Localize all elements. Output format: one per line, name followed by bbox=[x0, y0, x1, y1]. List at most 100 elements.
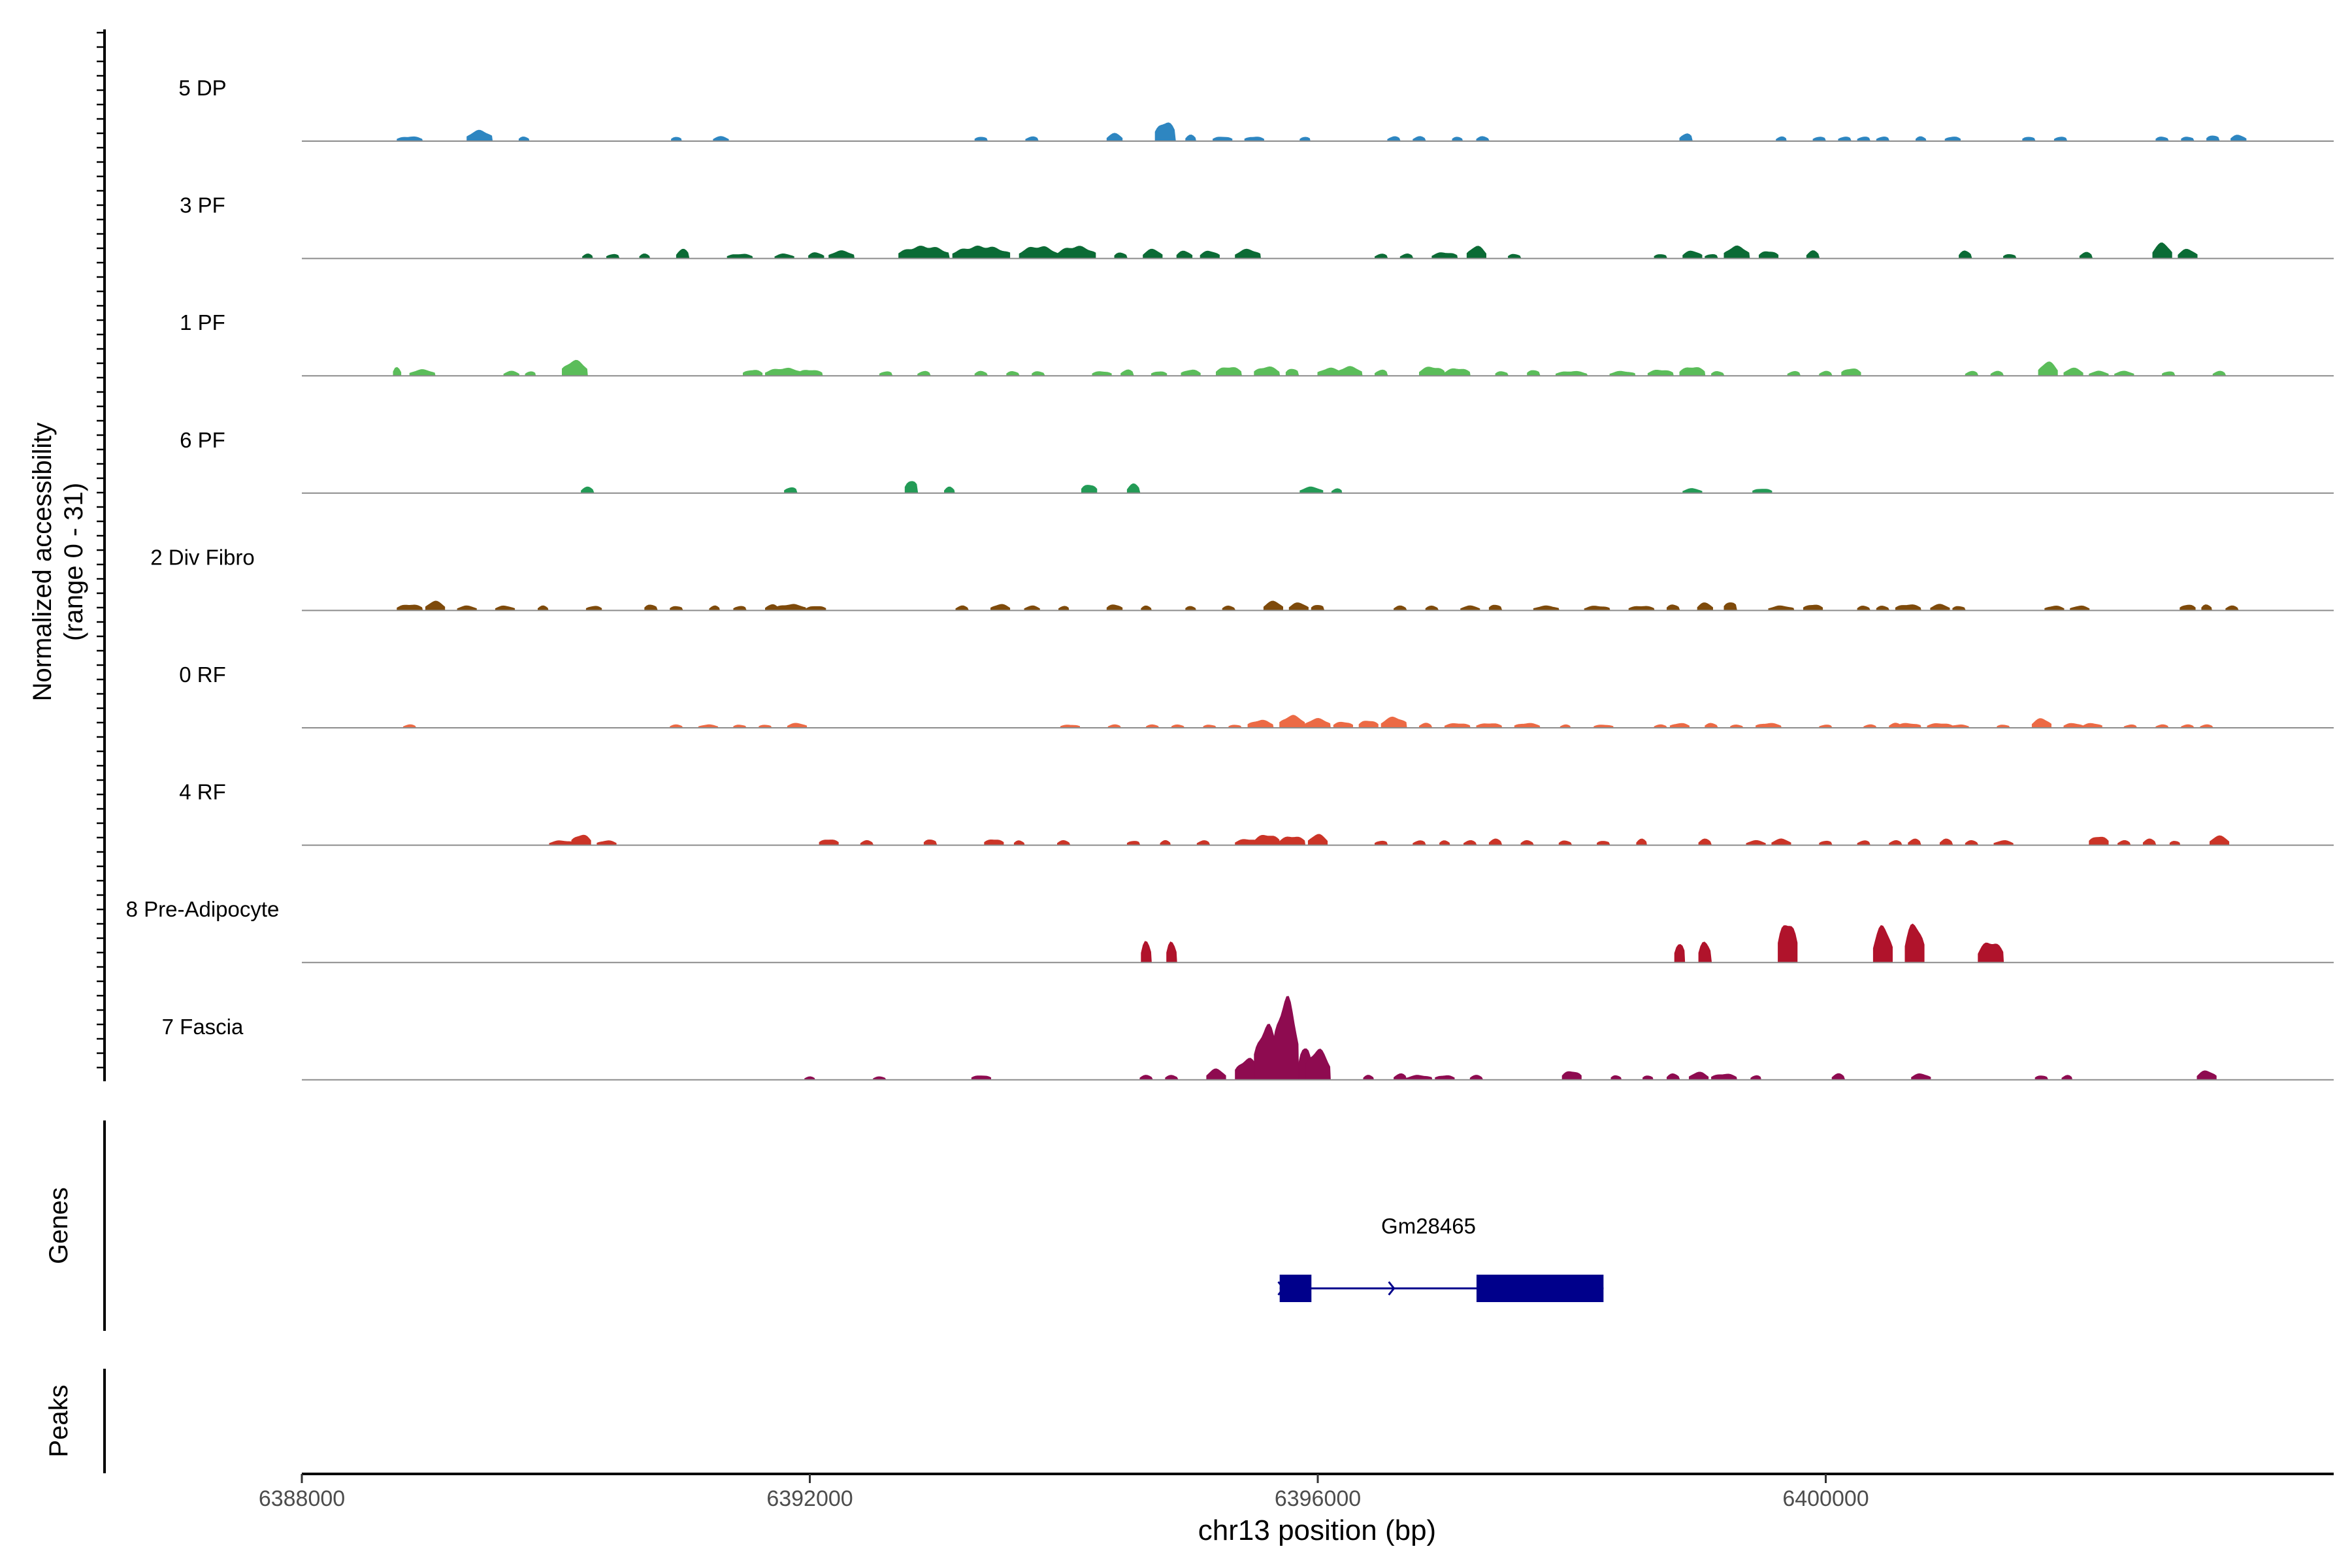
coverage-peak bbox=[1488, 838, 1503, 846]
coverage-peak bbox=[1558, 840, 1573, 846]
coverage-peak bbox=[1439, 840, 1450, 846]
coverage-peak bbox=[2031, 718, 2051, 728]
track-label: 4 RF bbox=[179, 780, 226, 804]
coverage-peak bbox=[1838, 137, 1852, 142]
coverage-peak bbox=[1263, 600, 1283, 611]
coverage-peak bbox=[503, 370, 519, 376]
coverage-peak bbox=[1647, 370, 1674, 376]
coverage-peak bbox=[1768, 605, 1795, 611]
coverage-peak bbox=[1831, 1073, 1846, 1081]
coverage-peak bbox=[1057, 246, 1096, 259]
coverage-peak bbox=[828, 250, 855, 259]
x-axis: 6388000 6392000 6396000 6400000 chr13 posit… bbox=[259, 1473, 2334, 1546]
coverage-peak bbox=[784, 487, 798, 494]
coverage-peak bbox=[1689, 1071, 1709, 1081]
coverage-peak bbox=[1705, 723, 1719, 728]
coverage-peak bbox=[549, 840, 576, 846]
track-5-dp: 5 DP bbox=[178, 76, 2334, 142]
peaks-panel-label: Peaks bbox=[44, 1384, 73, 1457]
coverage-peak bbox=[2089, 836, 2109, 846]
coverage-peak bbox=[1819, 725, 1833, 728]
coverage-peak bbox=[2200, 724, 2214, 728]
coverage-peak bbox=[713, 136, 729, 142]
strand-arrow bbox=[1277, 1281, 1285, 1296]
coverage-peak bbox=[2206, 135, 2220, 142]
coverage-peak bbox=[1561, 1071, 1582, 1081]
coverage-y-axis-range: (range 0 - 31) bbox=[59, 483, 88, 641]
coverage-peak bbox=[1126, 841, 1141, 846]
coverage-peak bbox=[1394, 1073, 1407, 1081]
track-label: 2 Div Fibro bbox=[150, 545, 255, 569]
coverage-peak bbox=[1213, 137, 1233, 142]
coverage-peak bbox=[1610, 1075, 1622, 1081]
coverage-peak bbox=[1305, 1049, 1331, 1081]
coverage-peak bbox=[2180, 604, 2196, 611]
coverage-peak bbox=[1857, 840, 1871, 846]
coverage-peak bbox=[2169, 840, 2181, 846]
genes-panel-label: Genes bbox=[44, 1187, 73, 1264]
coverage-peak bbox=[1682, 250, 1703, 259]
track-label: 1 PF bbox=[180, 310, 225, 335]
gene-label: Gm28465 bbox=[1381, 1214, 1476, 1238]
coverage-peak bbox=[1299, 486, 1324, 494]
coverage-peak bbox=[1413, 136, 1426, 142]
coverage-peak bbox=[1160, 840, 1171, 846]
coverage-peak bbox=[1399, 253, 1414, 259]
coverage-peak bbox=[1206, 1068, 1226, 1081]
coverage-peak bbox=[955, 605, 970, 611]
coverage-tracks: 5 DP 3 PF 1 PF 6 PF 2 Div Fibro 0 RF 4 RF 8 Pre… bbox=[126, 76, 2334, 1081]
coverage-peak bbox=[2022, 137, 2036, 142]
coverage-peak bbox=[923, 839, 938, 846]
coverage-peak bbox=[596, 840, 617, 846]
coverage-peak bbox=[1654, 254, 1668, 259]
coverage-peak bbox=[2155, 137, 2170, 142]
coverage-peak bbox=[2197, 1070, 2217, 1081]
coverage-peak bbox=[1196, 840, 1211, 846]
coverage-peak bbox=[1759, 251, 1779, 259]
coverage-peak bbox=[2210, 835, 2230, 846]
coverage-peak bbox=[2114, 370, 2134, 376]
coverage-peak bbox=[1711, 1073, 1738, 1081]
coverage-peak bbox=[1151, 371, 1168, 376]
coverage-peak bbox=[571, 834, 591, 846]
coverage-peak bbox=[1993, 840, 2014, 846]
coverage-peak bbox=[457, 605, 477, 611]
coverage-peak bbox=[1508, 253, 1522, 259]
coverage-peak bbox=[1025, 136, 1039, 142]
coverage-peak bbox=[1895, 723, 1921, 728]
coverage-peak bbox=[787, 723, 808, 728]
coverage-peak bbox=[606, 253, 620, 259]
coverage-peak bbox=[1978, 942, 2004, 963]
gene-gm28465: Gm28465 bbox=[1277, 1214, 1604, 1302]
coverage-peak bbox=[1778, 925, 1798, 963]
coverage-peak bbox=[1092, 371, 1112, 376]
coverage-peak bbox=[1667, 604, 1680, 611]
coverage-peak bbox=[2044, 605, 2065, 611]
coverage-peak bbox=[2142, 838, 2157, 846]
coverage-peak bbox=[525, 371, 536, 376]
coverage-peak bbox=[425, 600, 446, 611]
coverage-peak bbox=[1819, 370, 1833, 376]
coverage-peak bbox=[1273, 996, 1299, 1081]
coverage-peak bbox=[1444, 368, 1471, 376]
coverage-peak bbox=[2063, 367, 2083, 376]
coverage-peak bbox=[1730, 724, 1744, 728]
coverage-peak bbox=[1642, 1075, 1654, 1081]
coverage-peak bbox=[1244, 137, 1264, 142]
coverage-peak bbox=[1911, 1073, 1931, 1081]
coverage-peak bbox=[1904, 923, 1925, 963]
coverage-peak bbox=[1176, 250, 1193, 259]
coverage-peak bbox=[917, 370, 931, 376]
gene-exon bbox=[1279, 1275, 1312, 1302]
x-axis-label: chr13 position (bp) bbox=[1198, 1514, 1436, 1546]
coverage-peak bbox=[1013, 840, 1025, 846]
coverage-peak bbox=[1628, 606, 1655, 611]
coverage-peak bbox=[904, 481, 919, 494]
coverage-peak bbox=[1307, 834, 1328, 846]
track-label: 0 RF bbox=[179, 662, 226, 687]
coverage-peak bbox=[1154, 122, 1176, 142]
coverage-peak bbox=[2162, 371, 2176, 376]
coverage-peak bbox=[1222, 605, 1236, 611]
coverage-peak bbox=[759, 725, 773, 728]
coverage-peak bbox=[709, 605, 721, 611]
